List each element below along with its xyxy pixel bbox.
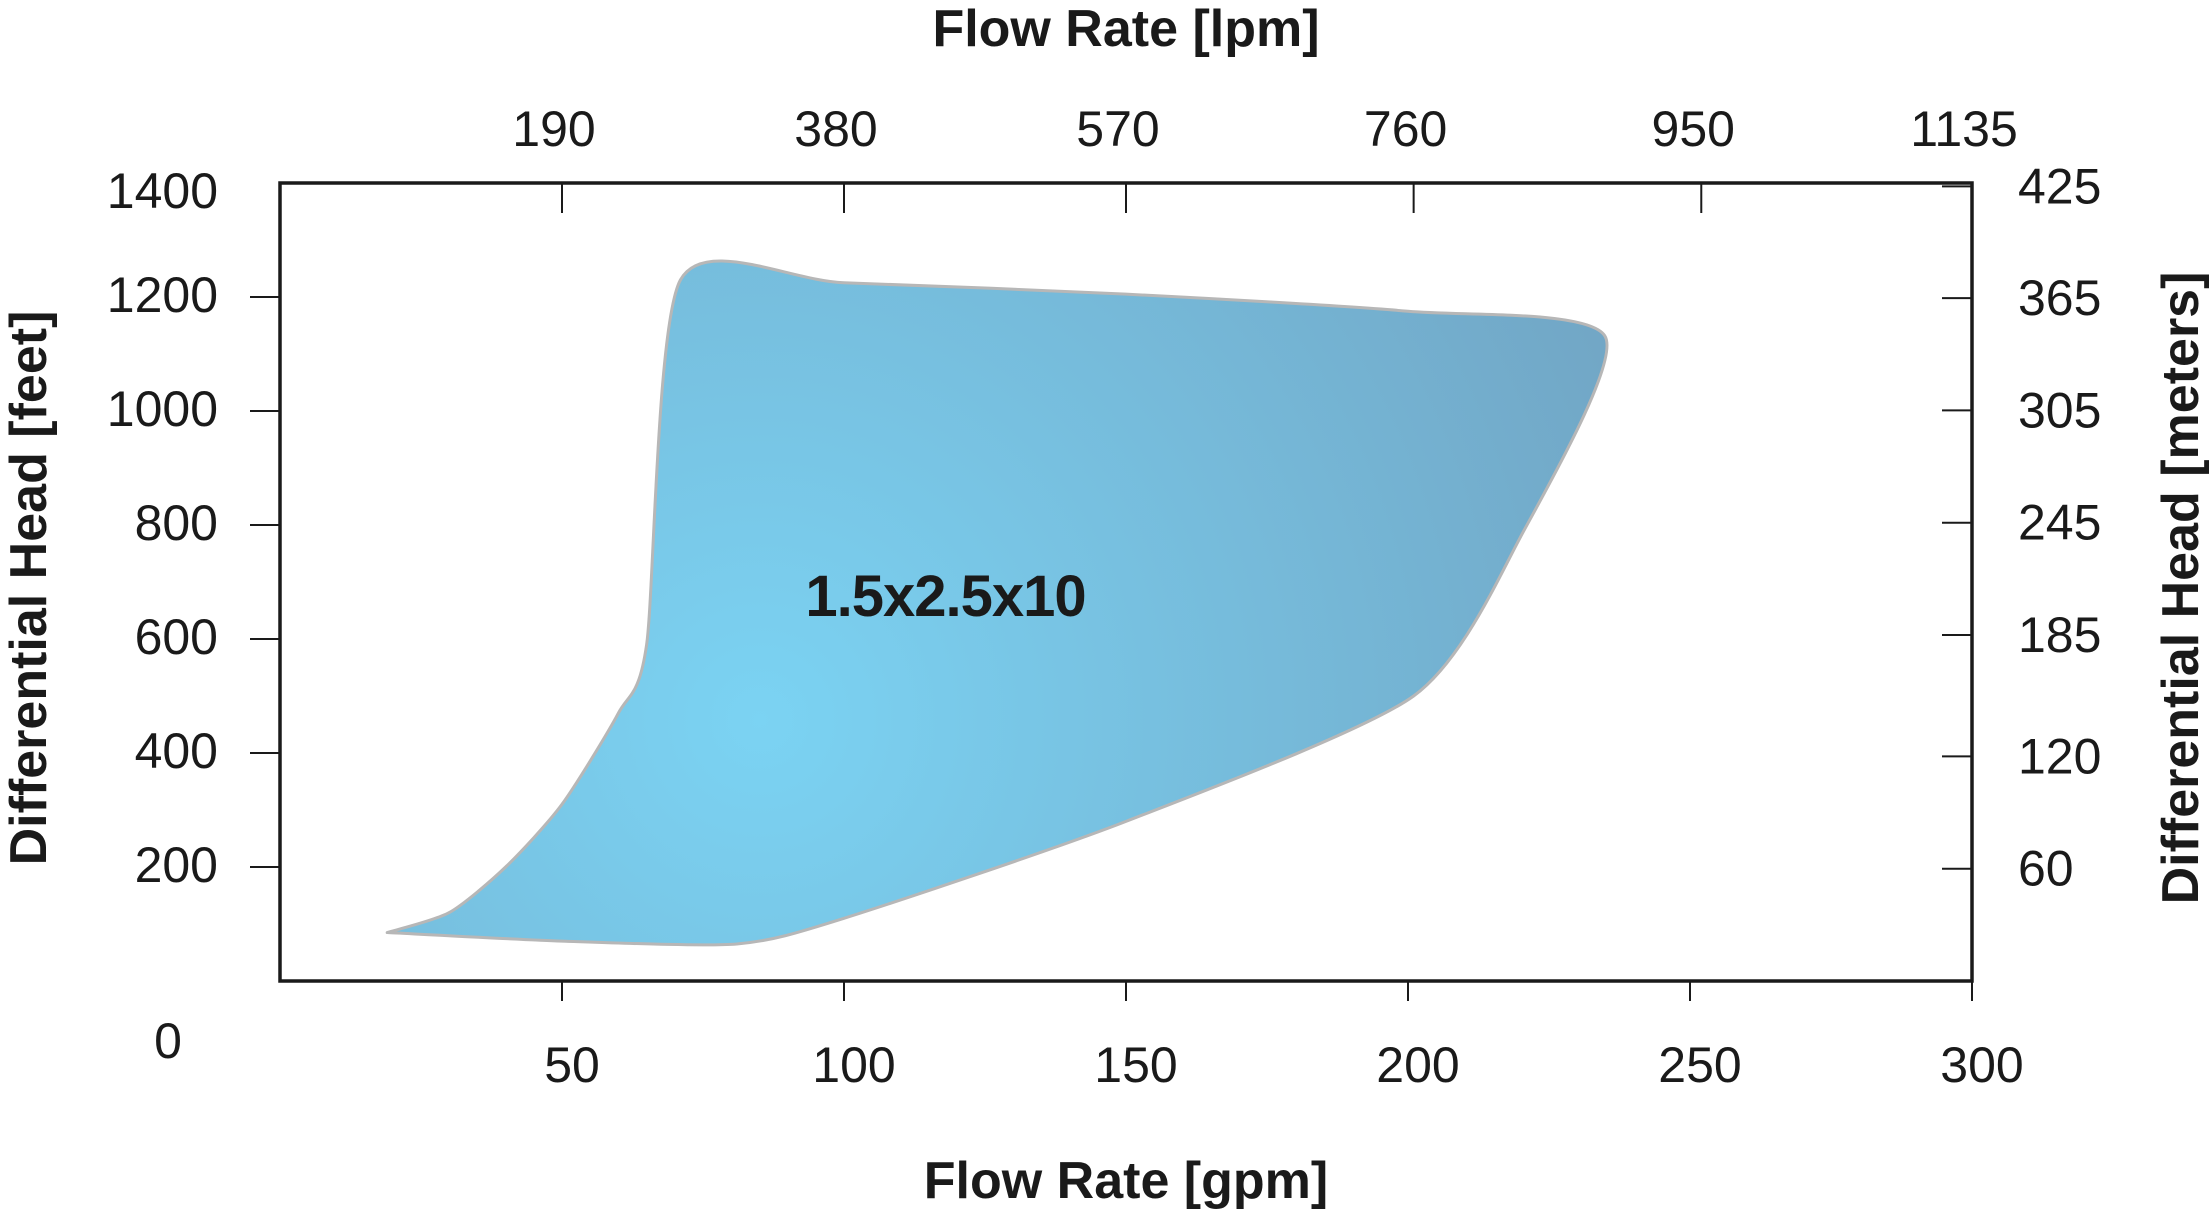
left-tick-label: 1400 xyxy=(107,163,218,219)
top-tick-label: 950 xyxy=(1652,101,1735,157)
top-tick-label: 1135 xyxy=(1910,101,2018,157)
bottom-tick-label: 50 xyxy=(544,1037,600,1093)
bottom-tick-label: 100 xyxy=(812,1037,895,1093)
region-label: 1.5x2.5x10 xyxy=(805,564,1085,629)
top-tick-label: 380 xyxy=(794,101,877,157)
left-tick-label: 1200 xyxy=(107,267,218,323)
top-axis-ticks: 190 380 570 760 950 1135 xyxy=(512,101,2018,213)
right-tick-label: 425 xyxy=(2018,158,2101,214)
left-tick-label: 400 xyxy=(135,723,218,779)
top-tick-label: 570 xyxy=(1076,101,1159,157)
left-axis-title: Differential Head [feet] xyxy=(0,311,58,866)
left-axis-ticks: 0 200 400 600 800 1000 1200 1400 xyxy=(107,163,280,1069)
left-tick-label: 800 xyxy=(135,495,218,551)
top-axis-title: Flow Rate [lpm] xyxy=(932,0,1319,58)
top-tick-label: 190 xyxy=(512,101,595,157)
right-tick-label: 120 xyxy=(2018,728,2101,784)
bottom-axis-title: Flow Rate [gpm] xyxy=(924,1152,1328,1210)
right-tick-label: 365 xyxy=(2018,270,2101,326)
right-tick-label: 185 xyxy=(2018,607,2101,663)
left-tick-label: 1000 xyxy=(107,381,218,437)
pump-range-region xyxy=(385,259,1609,947)
bottom-tick-label: 300 xyxy=(1940,1037,2023,1093)
left-tick-label: 200 xyxy=(135,837,218,893)
right-axis-ticks: 60 120 185 245 305 365 425 xyxy=(1942,158,2101,897)
bottom-tick-label: 150 xyxy=(1094,1037,1177,1093)
left-tick-label: 0 xyxy=(154,1013,182,1069)
top-tick-label: 760 xyxy=(1364,101,1447,157)
bottom-tick-label: 250 xyxy=(1658,1037,1741,1093)
right-tick-label: 305 xyxy=(2018,382,2101,438)
bottom-axis-ticks: 50 100 150 200 250 300 xyxy=(544,981,2024,1093)
region-layer: 1.5x2.5x10 xyxy=(385,259,1609,947)
bottom-tick-label: 200 xyxy=(1376,1037,1459,1093)
right-tick-label: 245 xyxy=(2018,495,2101,551)
right-axis-title: Differential Head [meters] xyxy=(2152,272,2210,905)
right-tick-label: 60 xyxy=(2018,841,2074,897)
left-tick-label: 600 xyxy=(135,609,218,665)
